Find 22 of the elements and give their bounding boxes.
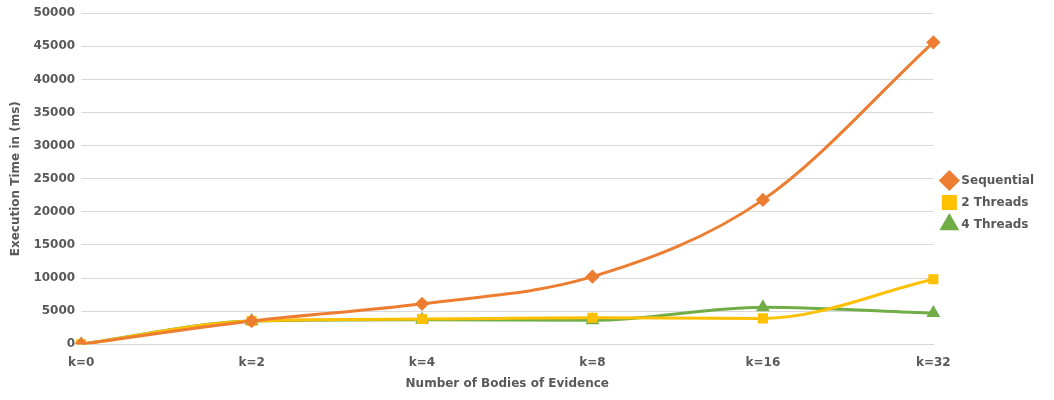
- y-tick-label: 15000: [33, 237, 76, 252]
- y-tick-label: 45000: [33, 38, 76, 53]
- y-tick-label: 25000: [33, 170, 76, 185]
- legend-label: Sequential: [961, 172, 1034, 187]
- y-tick-label: 30000: [33, 137, 76, 152]
- y-tick-label: 0: [66, 336, 76, 351]
- y-axis-title: Execution Time in (ms): [8, 101, 23, 257]
- x-tick-label: k=0: [67, 354, 95, 369]
- x-tick-label: k=4: [408, 354, 436, 369]
- y-tick-label: 20000: [33, 203, 76, 218]
- y-tick-label: 35000: [33, 104, 76, 119]
- legend-label: 4 Threads: [961, 216, 1029, 231]
- y-tick-label: 50000: [33, 5, 76, 20]
- x-axis-title: Number of Bodies of Evidence: [405, 375, 609, 390]
- y-tick-label: 40000: [33, 71, 76, 86]
- y-tick-label: 5000: [41, 303, 76, 318]
- x-tick-label: k=2: [238, 354, 265, 369]
- x-tick-label: k=8: [579, 354, 606, 369]
- y-tick-label: 10000: [33, 270, 76, 285]
- legend-label: 2 Threads: [961, 194, 1029, 209]
- x-tick-label: k=32: [915, 354, 951, 369]
- x-tick-label: k=16: [745, 354, 781, 369]
